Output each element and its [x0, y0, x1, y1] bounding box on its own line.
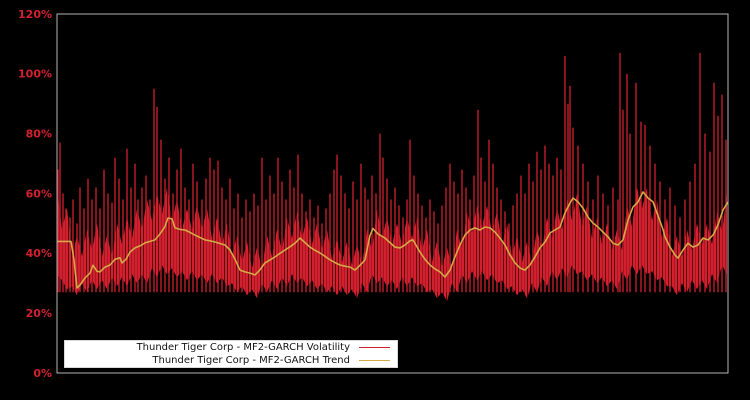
- legend: Thunder Tiger Corp - MF2-GARCH Volatilit…: [64, 340, 398, 368]
- y-tick-label: 100%: [18, 68, 52, 81]
- legend-item-volatility: Thunder Tiger Corp - MF2-GARCH Volatilit…: [65, 342, 397, 354]
- legend-label-volatility: Thunder Tiger Corp - MF2-GARCH Volatilit…: [136, 341, 350, 353]
- y-tick-label: 20%: [26, 307, 52, 320]
- volatility-line-swatch: [359, 347, 390, 348]
- volatility-series: [57, 187, 727, 302]
- y-tick-label: 120%: [18, 8, 52, 21]
- trend-line: [57, 191, 729, 289]
- y-tick-label: 40%: [26, 247, 52, 260]
- y-tick-label: 0%: [33, 367, 52, 380]
- axes-border: [56, 13, 729, 374]
- trend-line-swatch: [359, 360, 390, 361]
- y-tick-label: 60%: [26, 187, 52, 200]
- y-tick-label: 80%: [26, 128, 52, 141]
- legend-item-trend: Thunder Tiger Corp - MF2-GARCH Trend: [65, 355, 397, 367]
- legend-label-trend: Thunder Tiger Corp - MF2-GARCH Trend: [152, 354, 350, 366]
